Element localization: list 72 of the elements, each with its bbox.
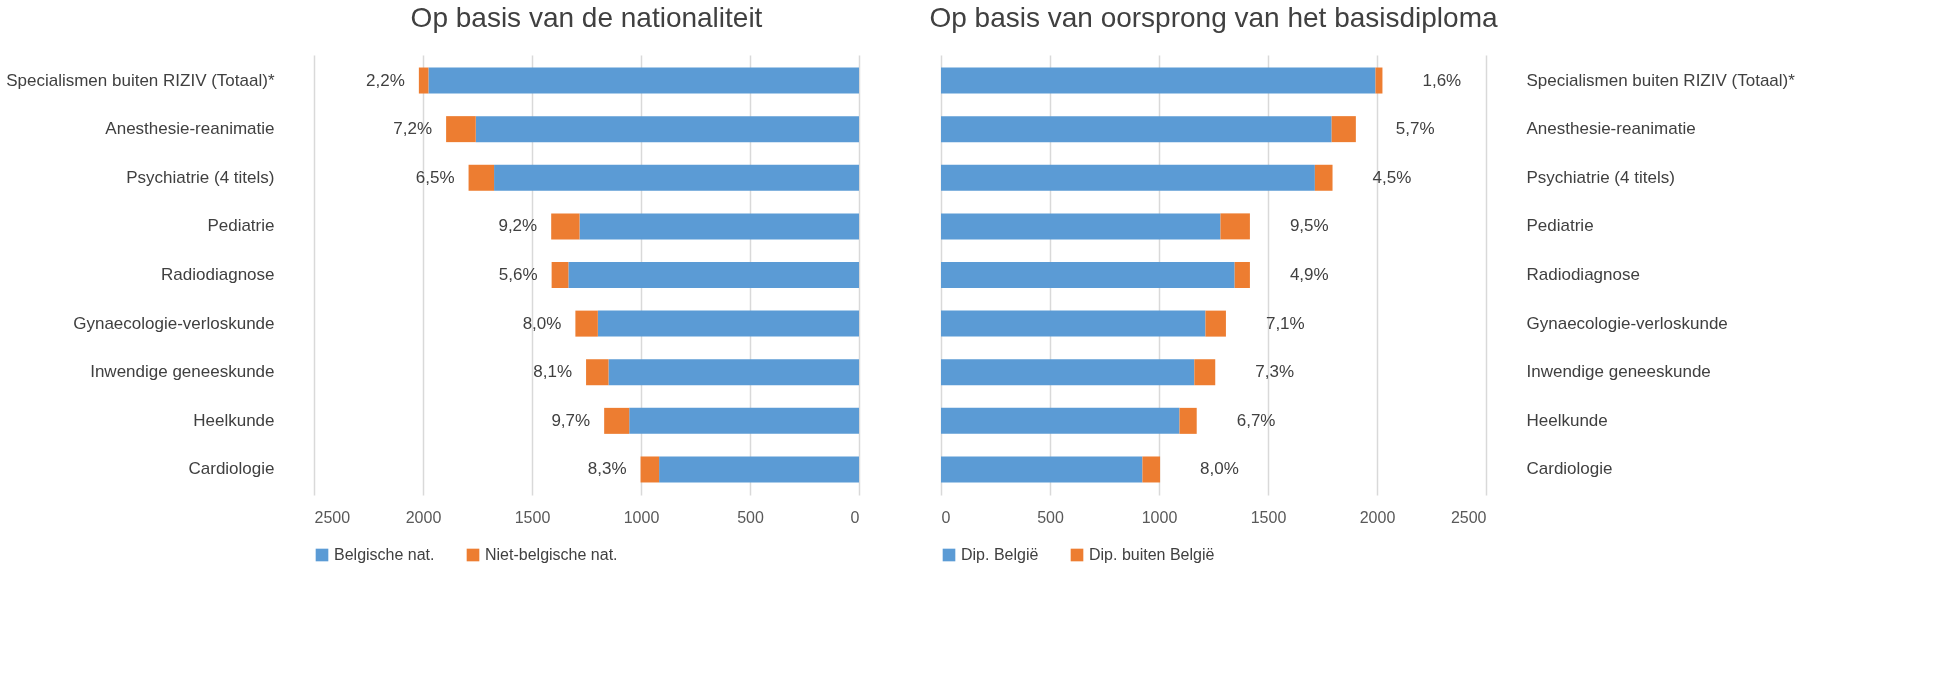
y-tick-label: Pediatrie xyxy=(207,216,275,236)
bar xyxy=(568,262,859,288)
x-tick-label: 1500 xyxy=(1250,508,1287,526)
annotation: 8,3% xyxy=(587,459,627,479)
x-tick-label: 500 xyxy=(1037,508,1064,526)
bar xyxy=(418,67,429,94)
y-tick-label: Gynaecologie-verloskunde xyxy=(73,313,275,333)
y-tick-label: Heelkunde xyxy=(1526,410,1608,430)
annotation: 1,6% xyxy=(1422,70,1462,90)
x-tick-label: 2000 xyxy=(405,508,442,526)
chart-title: Op basis van oorsprong van het basisdiploma xyxy=(929,2,1498,33)
x-tick-label: 2500 xyxy=(1450,508,1487,526)
annotation: 9,5% xyxy=(1289,216,1329,236)
y-tick-label: Cardiologie xyxy=(1526,459,1613,479)
bar xyxy=(551,262,569,288)
legend-label: Niet-belgische nat. xyxy=(485,546,618,563)
legend-label: Dip. België xyxy=(961,546,1039,563)
y-tick-label: Heelkunde xyxy=(193,410,275,430)
y-tick-label: Radiodiagnose xyxy=(161,265,275,284)
chart-title: Op basis van de nationaliteit xyxy=(410,2,763,33)
annotation: 5,6% xyxy=(498,265,538,284)
annotation: 8,0% xyxy=(522,313,562,333)
annotation: 9,7% xyxy=(551,410,591,430)
bar xyxy=(608,359,859,386)
y-tick-label: Pediatrie xyxy=(1526,216,1594,236)
bar xyxy=(446,116,476,143)
annotation: 7,2% xyxy=(393,119,433,139)
bar xyxy=(659,456,859,483)
annotation: 4,5% xyxy=(1372,167,1412,187)
annotation: 6,5% xyxy=(415,167,455,187)
x-tick-label: 0 xyxy=(941,508,951,526)
y-tick-label: Gynaecologie-verloskunde xyxy=(1526,313,1728,333)
y-tick-label: Psychiatrie (4 titels) xyxy=(1526,167,1675,187)
bar xyxy=(597,310,859,337)
bar xyxy=(494,164,859,191)
x-tick-label: 2500 xyxy=(314,508,351,526)
annotation: 7,1% xyxy=(1265,313,1305,333)
y-tick-label: Inwendige geneeskunde xyxy=(90,362,275,382)
bar xyxy=(575,310,598,337)
annotation: 7,3% xyxy=(1255,362,1294,382)
annotation: 8,0% xyxy=(1200,459,1239,479)
bar xyxy=(579,213,859,240)
bar xyxy=(551,213,580,240)
x-tick-label: 500 xyxy=(737,508,764,526)
bar xyxy=(604,407,630,434)
y-tick-label: Inwendige geneeskunde xyxy=(1526,362,1711,382)
bar xyxy=(586,359,609,386)
bar xyxy=(629,407,859,434)
annotation: 8,1% xyxy=(533,362,573,382)
x-tick-label: 2000 xyxy=(1359,508,1396,526)
bar xyxy=(428,67,859,94)
y-tick-label: Specialismen buiten RIZIV (Totaal)* xyxy=(1526,70,1796,90)
bar xyxy=(475,116,859,143)
bar xyxy=(640,456,660,483)
y-tick-label: Cardiologie xyxy=(188,459,275,479)
annotation: 6,7% xyxy=(1236,410,1276,430)
x-tick-label: 1000 xyxy=(1141,508,1178,526)
y-tick-label: Anesthesie-reanimatie xyxy=(1526,119,1696,139)
y-tick-label: Psychiatrie (4 titels) xyxy=(126,167,275,187)
x-tick-label: 1000 xyxy=(623,508,660,526)
y-tick-label: Anesthesie-reanimatie xyxy=(105,119,275,139)
legend-label: Belgische nat. xyxy=(334,546,435,563)
x-tick-label: 0 xyxy=(850,508,860,526)
legend-label: Dip. buiten België xyxy=(1089,546,1215,563)
x-tick-label: 1500 xyxy=(514,508,551,526)
annotation: 2,2% xyxy=(366,70,405,90)
y-tick-label: Specialismen buiten RIZIV (Totaal)* xyxy=(6,70,275,90)
annotation: 9,2% xyxy=(498,216,538,236)
annotation: 4,9% xyxy=(1289,265,1329,284)
annotation: 5,7% xyxy=(1395,119,1435,139)
bar xyxy=(468,164,495,191)
y-tick-label: Radiodiagnose xyxy=(1526,265,1640,284)
